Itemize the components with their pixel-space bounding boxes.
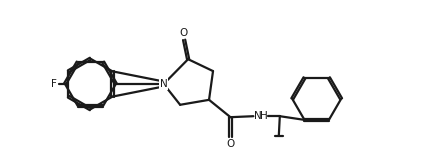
Text: O: O (179, 28, 188, 38)
Text: N: N (254, 111, 262, 121)
Text: O: O (226, 139, 235, 150)
Text: N: N (160, 79, 168, 89)
Text: F: F (51, 79, 57, 89)
Text: N: N (160, 79, 168, 89)
Text: H: H (260, 111, 267, 121)
